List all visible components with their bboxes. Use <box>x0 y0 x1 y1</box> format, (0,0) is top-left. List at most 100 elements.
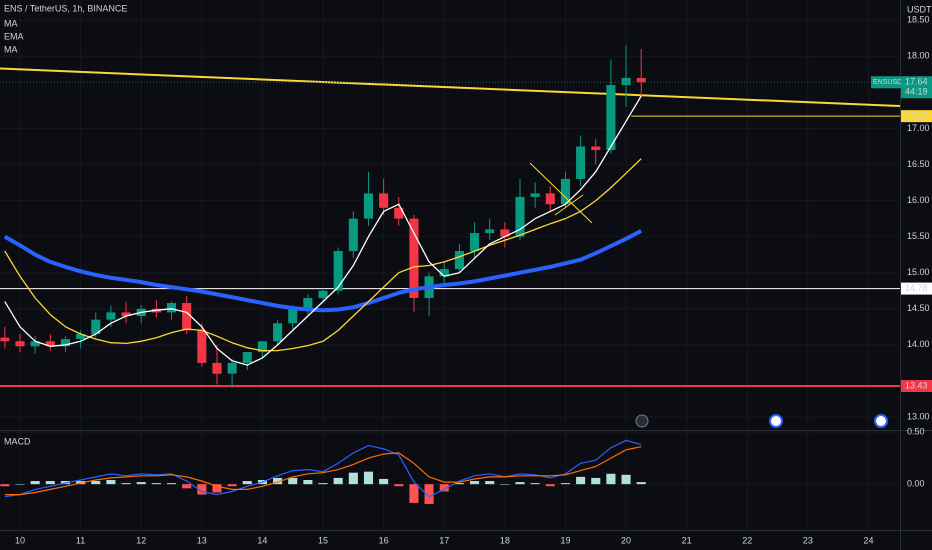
macd-histogram-bar <box>576 476 586 485</box>
candle-body <box>121 312 131 317</box>
candle-body <box>485 229 495 234</box>
candle-body <box>257 341 267 353</box>
x-tick-label: 10 <box>15 535 25 545</box>
symbol-label-bg <box>871 76 901 89</box>
macd-histogram-bar <box>0 484 10 487</box>
y-tick-label: 18.50 <box>907 15 930 25</box>
candle-body <box>91 319 101 335</box>
y-tick-label: 0.00 <box>907 479 925 489</box>
x-tick-label: 22 <box>742 535 752 545</box>
macd-histogram-bar <box>106 480 116 485</box>
macd-histogram-bar <box>621 474 631 485</box>
level-label: 17.17 <box>905 111 928 121</box>
macd-histogram-bar <box>227 484 237 487</box>
macd-histogram-bar <box>636 482 646 485</box>
candle-body <box>591 146 601 151</box>
last-price-label: 17.64 <box>905 77 928 87</box>
y-tick-label: 0.50 <box>907 426 925 436</box>
candle-body <box>363 193 374 219</box>
level-label-bg <box>901 282 932 295</box>
macd-histogram-bar <box>136 482 146 485</box>
macd-histogram-bar <box>439 484 449 492</box>
candle-body <box>197 330 207 363</box>
y-tick-label: 14.50 <box>907 303 930 313</box>
candle-body <box>439 269 449 277</box>
legend-entry[interactable]: MA <box>4 18 18 28</box>
macd-histogram-bar <box>121 483 131 485</box>
macd-line <box>4 446 642 496</box>
candle-body <box>333 251 343 291</box>
macd-histogram-bar <box>530 483 540 485</box>
candle-body <box>0 337 10 342</box>
grid <box>0 0 900 530</box>
macd-histogram-bar <box>333 477 343 485</box>
event-icon[interactable] <box>874 414 888 428</box>
y-tick-label: 16.00 <box>907 195 930 205</box>
candle-body <box>379 193 389 208</box>
candle-body <box>242 352 252 363</box>
currency-label: USDT <box>907 4 932 14</box>
level-label: 14.78 <box>905 283 928 293</box>
macd-histogram-bar <box>151 483 161 485</box>
macd-histogram-bar <box>288 477 298 485</box>
macd-histogram-bar <box>379 478 389 485</box>
macd-histogram-bar <box>500 484 510 485</box>
macd-histogram-bar <box>197 484 207 495</box>
x-tick-label: 15 <box>318 535 328 545</box>
candle-body <box>288 308 298 324</box>
candle-body <box>500 229 510 237</box>
x-tick-label: 11 <box>76 535 85 545</box>
marks <box>0 45 901 504</box>
y-tick-label: 16.50 <box>907 159 930 169</box>
macd-histogram-bar <box>242 481 252 485</box>
candle-body <box>348 218 358 252</box>
drawing-line <box>529 162 593 224</box>
macd-histogram-bar <box>45 481 55 485</box>
x-tick-label: 19 <box>560 535 570 545</box>
candle-body <box>106 312 116 320</box>
level-label-bg <box>901 110 932 123</box>
candle-body <box>166 303 177 313</box>
event-icon[interactable] <box>635 414 649 428</box>
candle-body <box>454 251 464 270</box>
symbol-label: ENSUSDT <box>873 79 907 86</box>
indicator-line <box>3 229 643 313</box>
level-label-bg <box>901 379 932 392</box>
candle-body <box>636 77 646 83</box>
macd-histogram-bar <box>348 472 358 485</box>
candle-body <box>182 303 192 331</box>
event-icon[interactable] <box>769 414 783 428</box>
candle-body <box>212 362 222 374</box>
candle-body <box>409 218 419 298</box>
y-tick-label: 17.00 <box>907 123 930 133</box>
x-tick-label: 23 <box>803 535 813 545</box>
y-tick-label: 15.50 <box>907 231 930 241</box>
candle-body <box>606 85 616 151</box>
macd-histogram-bar <box>303 480 313 485</box>
macd-histogram-bar <box>212 484 222 493</box>
last-price-label-bg <box>901 76 932 99</box>
macd-title: MACD <box>4 436 31 446</box>
candle-body <box>515 196 525 237</box>
legend-entry[interactable]: MA <box>4 44 18 54</box>
x-tick-label: 12 <box>136 535 146 545</box>
candle-body <box>303 297 313 309</box>
x-tick-label: 24 <box>863 535 873 545</box>
candle-body <box>273 323 283 342</box>
macd-histogram-bar <box>454 483 464 485</box>
candle-body <box>45 341 55 347</box>
macd-histogram-bar <box>560 483 570 485</box>
legend-entry[interactable]: EMA <box>4 31 24 41</box>
chart-title: ENS / TetherUS, 1h, BINANCE <box>4 3 127 13</box>
macd-histogram-bar <box>409 484 419 503</box>
candle-body <box>30 341 40 347</box>
x-tick-label: 21 <box>682 535 692 545</box>
macd-histogram-bar <box>591 477 601 485</box>
macd-histogram-bar <box>485 481 495 485</box>
macd-histogram-bar <box>318 483 328 485</box>
candle-body <box>227 362 237 374</box>
candle-body <box>530 193 540 197</box>
candle-body <box>76 334 86 340</box>
